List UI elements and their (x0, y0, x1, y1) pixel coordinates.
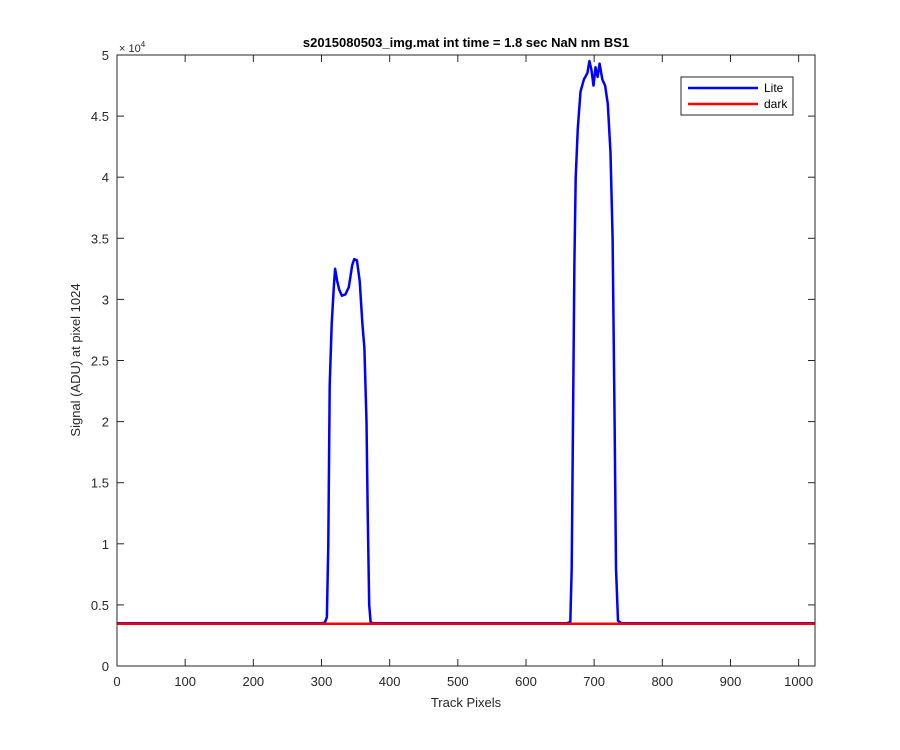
x-tick-label: 500 (447, 674, 469, 689)
x-tick-label: 1000 (784, 674, 813, 689)
y-tick-label: 2.5 (91, 354, 109, 369)
plot-area (117, 55, 815, 666)
y-tick-label: 4 (102, 170, 109, 185)
x-tick-label: 600 (515, 674, 537, 689)
y-tick-label: 0 (102, 659, 109, 674)
x-tick-label: 400 (379, 674, 401, 689)
y-axis-exponent-power: 4 (141, 40, 146, 49)
chart-title: s2015080503_img.mat int time = 1.8 sec N… (303, 35, 629, 50)
y-tick-label: 5 (102, 48, 109, 63)
y-tick-label: 2 (102, 415, 109, 430)
y-axis-label: Signal (ADU) at pixel 1024 (68, 283, 83, 436)
x-tick-label: 0 (113, 674, 120, 689)
legend-label-lite: Lite (764, 81, 784, 95)
x-axis-label: Track Pixels (431, 695, 502, 710)
y-tick-label: 0.5 (91, 598, 109, 613)
legend: Lite dark (680, 76, 794, 116)
y-tick-label: 1 (102, 537, 109, 552)
y-axis-exponent: × 104 (119, 40, 146, 55)
y-tick-label: 1.5 (91, 476, 109, 491)
y-tick-label: 4.5 (91, 109, 109, 124)
y-tick-label: 3 (102, 292, 109, 307)
x-tick-label: 900 (720, 674, 742, 689)
x-tick-label: 200 (242, 674, 264, 689)
x-tick-label: 700 (583, 674, 605, 689)
legend-box (680, 76, 794, 116)
ticks-layer: 0 100 200 300 400 500 600 700 800 900 1000 0 0.5 1 1.5… (91, 48, 815, 689)
y-axis-exponent-base: × 10 (119, 43, 141, 55)
series-layer (117, 59, 815, 626)
legend-label-dark: dark (764, 97, 788, 111)
x-tick-label: 100 (174, 674, 196, 689)
y-tick-label: 3.5 (91, 231, 109, 246)
x-tick-label: 300 (311, 674, 333, 689)
x-tick-label: 800 (651, 674, 673, 689)
